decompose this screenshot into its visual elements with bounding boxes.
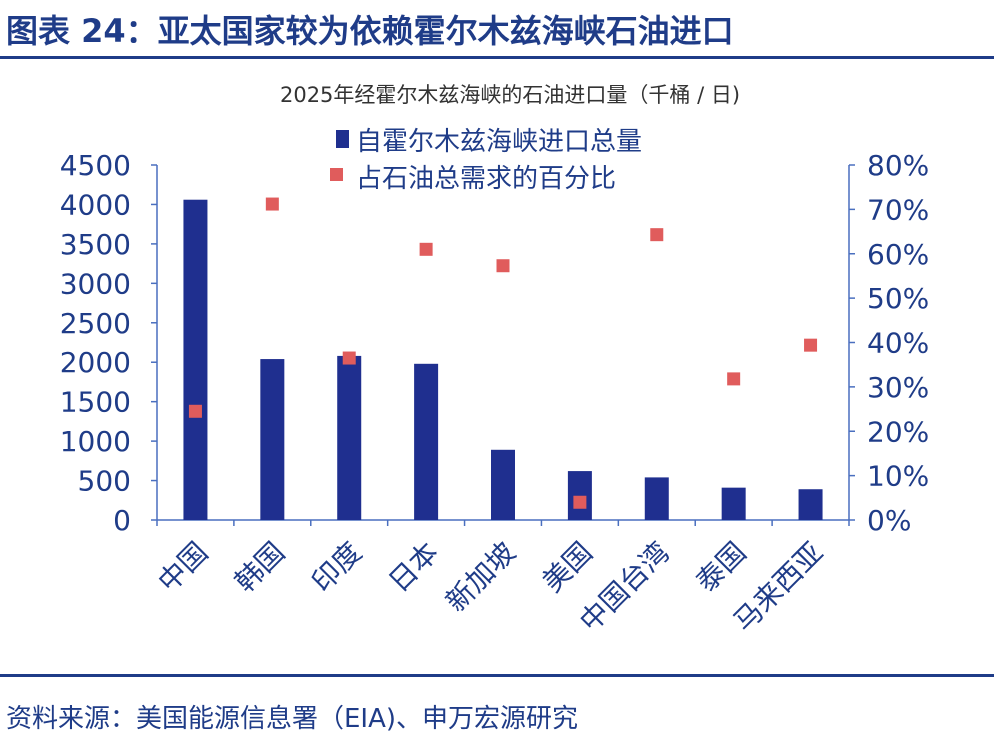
y-left-tick-label: 2000 <box>60 346 131 379</box>
y-right-tick-label: 70% <box>867 193 929 226</box>
legend: 自霍尔木兹海峡进口总量 占石油总需求的百分比 <box>330 127 642 194</box>
bar <box>798 489 823 520</box>
x-tick-label: 中国 <box>151 536 214 599</box>
y-left-tick-label: 1500 <box>60 386 131 419</box>
chart: 2025年经霍尔木兹海峡的石油进口量（千桶 / 日) 自霍尔木兹海峡进口总量 占… <box>60 83 930 639</box>
y-right-tick-label: 50% <box>867 282 929 315</box>
marker <box>265 197 279 211</box>
y-left-tick-label: 0 <box>113 504 131 537</box>
marker <box>342 351 356 365</box>
bar <box>721 487 746 520</box>
bar <box>183 199 208 520</box>
x-tick-label: 日本 <box>382 536 445 599</box>
x-tick-label: 印度 <box>305 536 368 599</box>
bar <box>260 359 285 520</box>
source-note: 资料来源：美国能源信息署（EIA)、申万宏源研究 <box>6 704 579 734</box>
x-tick-label: 新加坡 <box>439 536 522 619</box>
y-left-tick-label: 500 <box>78 465 131 498</box>
y-right-tick-label: 80% <box>867 149 929 182</box>
y-right-tick-label: 30% <box>867 371 929 404</box>
title-rule <box>0 56 994 59</box>
y-left-tick-label: 3500 <box>60 228 131 261</box>
y-left-tick-label: 2500 <box>60 307 131 340</box>
y-left-tick-label: 4000 <box>60 188 131 221</box>
y-right-tick-label: 40% <box>867 327 929 360</box>
y-left-tick-label: 3000 <box>60 267 131 300</box>
marker <box>188 404 202 418</box>
y-right-tick-label: 0% <box>867 504 911 537</box>
bar <box>491 449 515 520</box>
legend-bar-swatch <box>336 130 349 148</box>
marker <box>650 228 664 242</box>
y-right-tick-label: 10% <box>867 460 929 493</box>
y-right-tick-label: 60% <box>867 238 929 271</box>
figure-title: 图表 24：亚太国家较为依赖霍尔木兹海峡石油进口 <box>6 12 734 50</box>
marker <box>727 372 741 386</box>
axes: 0 500 1000 1500 2000 2500 3000 3500 4000 4500 0% 10… <box>60 149 930 537</box>
x-tick-label: 美国 <box>536 536 599 599</box>
legend-marker-label: 占石油总需求的百分比 <box>356 164 616 194</box>
bars <box>183 199 823 520</box>
legend-bar-label: 自霍尔木兹海峡进口总量 <box>356 127 642 157</box>
x-tick-label: 韩国 <box>228 536 291 599</box>
bar <box>567 471 592 520</box>
marker <box>804 338 818 352</box>
footer-rule <box>0 674 994 677</box>
legend-marker-swatch <box>330 168 343 181</box>
marker <box>573 495 587 509</box>
bar <box>337 355 362 520</box>
chart-title: 2025年经霍尔木兹海峡的石油进口量（千桶 / 日) <box>280 83 740 107</box>
y-right-tick-label: 20% <box>867 415 929 448</box>
bar <box>414 363 439 520</box>
y-left-tick-label: 4500 <box>60 149 131 182</box>
y-left-tick-label: 1000 <box>60 425 131 458</box>
marker <box>419 242 433 256</box>
bar <box>644 477 669 520</box>
marker <box>496 259 510 273</box>
x-tick-label: 泰国 <box>690 536 753 599</box>
markers <box>188 197 818 509</box>
